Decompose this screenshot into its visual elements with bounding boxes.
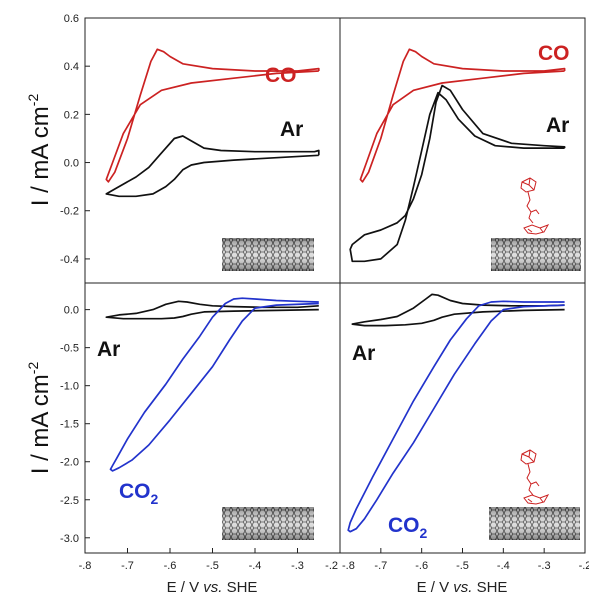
xtick-label-3-5: -.3	[538, 560, 551, 572]
ytick-label-2-1: -2.5	[60, 495, 79, 507]
y-axis-label-top-sup: -2	[25, 94, 41, 107]
ytick-label-2-0: -3.0	[60, 533, 79, 545]
molecule-illustration-top-right	[520, 177, 550, 235]
series-ar-panel-0	[105, 135, 320, 198]
series-ar-panel-2	[105, 300, 319, 320]
y-axis-label-top: I / mA cm-2	[25, 94, 54, 207]
ytick-label-0-0: -0.4	[60, 254, 79, 266]
annotation-co2-bottom-right: CO2	[388, 514, 428, 541]
x-axis-label-right: E / V vs. SHE	[417, 579, 508, 596]
nanotube-illustration-bottom-right	[489, 507, 580, 540]
series-co2-panel-3	[347, 300, 565, 533]
xtick-label-3-2: -.6	[415, 560, 428, 572]
xtick-label-3-3: -.5	[456, 560, 469, 572]
x-axis-label-left: E / V vs. SHE	[167, 579, 258, 596]
xtick-label-2-5: -.3	[291, 560, 304, 572]
series-co2-panel-2	[109, 297, 319, 472]
ytick-label-2-5: -0.5	[60, 343, 79, 355]
ytick-label-2-4: -1.0	[60, 381, 79, 393]
series-ar-panel-1	[349, 84, 566, 263]
ytick-label-2-2: -2.0	[60, 457, 79, 469]
xtick-label-3-0: -.8	[342, 560, 355, 572]
series-ar-panel-3	[351, 293, 565, 327]
annotation-co2-bottom-left: CO2	[119, 480, 159, 507]
xtick-label-2-3: -.5	[206, 560, 219, 572]
xtick-label-3-4: -.4	[497, 560, 510, 572]
ytick-label-0-1: -0.2	[60, 206, 79, 218]
ytick-label-0-5: 0.6	[64, 13, 79, 25]
ytick-label-2-6: 0.0	[64, 305, 79, 317]
xtick-label-2-2: -.6	[164, 560, 177, 572]
series-co-panel-0	[105, 48, 320, 183]
cv-curves	[105, 48, 566, 533]
ytick-label-2-3: -1.5	[60, 419, 79, 431]
ytick-label-0-3: 0.2	[64, 109, 79, 121]
ytick-label-0-4: 0.4	[64, 61, 79, 73]
molecule-illustration-bottom-right	[520, 449, 550, 505]
nanotube-illustration-top-left	[222, 238, 314, 271]
xtick-label-2-4: -.4	[249, 560, 262, 572]
annotation-co-top-left: CO	[265, 64, 297, 87]
xtick-label-3-6: -.2	[579, 560, 589, 572]
series-co-panel-1	[359, 48, 566, 183]
xtick-label-2-0: -.8	[79, 560, 92, 572]
annotation-co-top-right: CO	[538, 42, 570, 65]
annotation-ar-bottom-right: Ar	[352, 342, 375, 365]
nanotube-illustration-bottom-left	[222, 507, 314, 540]
xtick-label-2-6: -.2	[325, 560, 338, 572]
annotation-ar-bottom-left: Ar	[97, 338, 120, 361]
xtick-label-2-1: -.7	[121, 560, 134, 572]
y-axis-label-bottom-sup: -2	[25, 362, 41, 375]
annotation-ar-top-right: Ar	[546, 114, 569, 137]
xtick-label-3-1: -.7	[374, 560, 387, 572]
y-axis-label-bottom: I / mA cm-2	[25, 362, 54, 475]
ytick-label-0-2: 0.0	[64, 158, 79, 170]
nanotube-illustration-top-right	[491, 238, 581, 271]
axis-ticks: -0.4 -0.2 0.0 0.2 0.4 0.6 -3.0 -2.5 -2.0 -1.5 -1.0…	[60, 13, 589, 572]
annotation-ar-top-left: Ar	[280, 118, 303, 141]
